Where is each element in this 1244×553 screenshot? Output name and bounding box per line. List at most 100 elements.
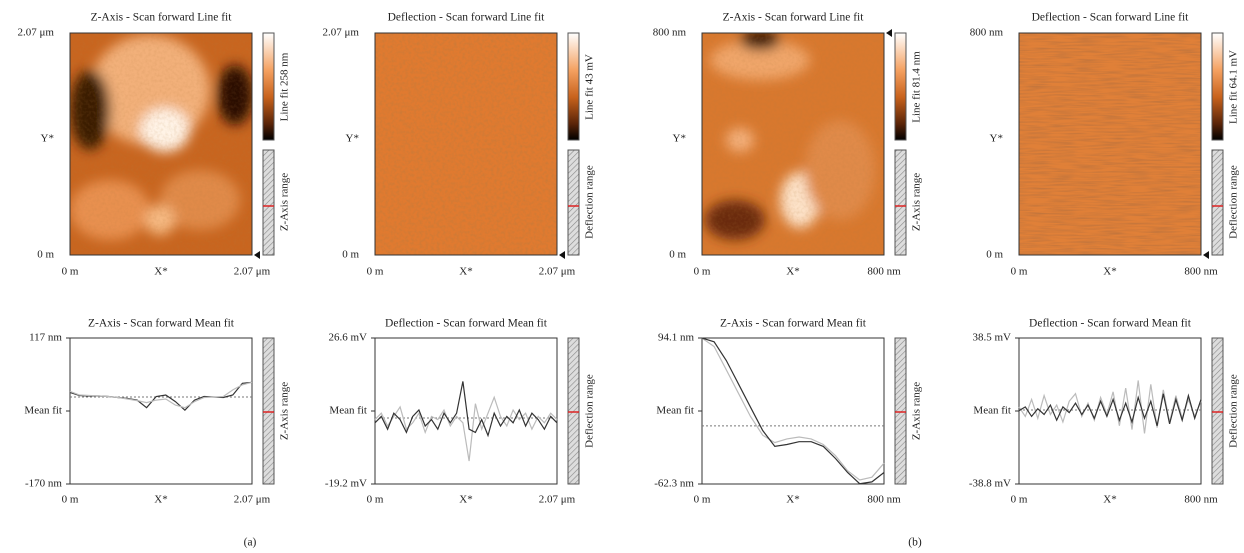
plot-title: Deflection - Scan forward Mean fit	[385, 318, 548, 330]
plot-title: Z-Axis - Scan forward Mean fit	[88, 318, 235, 330]
range-bar	[567, 149, 580, 256]
profile-line	[69, 381, 253, 409]
x-label: 800 nm	[1184, 266, 1218, 278]
range-label: Z-Axis range	[911, 382, 923, 440]
plot-frame	[69, 337, 253, 485]
x-label: 0 m	[62, 266, 79, 278]
y-label: 800 nm	[970, 27, 1004, 39]
texture	[1019, 33, 1201, 255]
afm-image	[70, 33, 252, 255]
scan-marker	[1203, 251, 1209, 259]
y-label: Y*	[346, 133, 359, 145]
panel-caption: (b)	[908, 537, 922, 549]
x-label: 0 m	[694, 266, 711, 278]
y-tick-label: Mean fit	[656, 405, 694, 417]
y-label: 0 m	[669, 249, 686, 261]
x-label: X*	[786, 494, 799, 506]
colorbar-label: Line fit 64.1 mV	[1228, 50, 1240, 124]
scan-marker	[559, 251, 565, 259]
texture	[702, 33, 884, 255]
colorbar-label: Line fit 43 mV	[584, 54, 596, 120]
y-tick-label: Mean fit	[24, 405, 62, 417]
plot-frame	[701, 337, 885, 485]
y-label: 0 m	[37, 249, 54, 261]
y-tick-label: 38.5 mV	[973, 332, 1012, 344]
x-label: X*	[459, 266, 472, 278]
plot-title: Z-Axis - Scan forward Mean fit	[720, 318, 867, 330]
panel-title: Z-Axis - Scan forward Line fit	[723, 12, 865, 24]
y-tick-label: Mean fit	[973, 405, 1011, 417]
image-frame	[69, 32, 253, 256]
range-label: Z-Axis range	[911, 173, 923, 231]
y-label: 800 nm	[653, 27, 687, 39]
colorbar	[894, 32, 907, 141]
profile-line	[1018, 393, 1202, 426]
afm-image	[375, 33, 557, 255]
x-label: 0 m	[694, 494, 711, 506]
texture	[70, 33, 252, 255]
y-label: 2.07 μm	[18, 27, 55, 39]
x-label: X*	[154, 266, 167, 278]
y-tick-label: 26.6 mV	[329, 332, 368, 344]
y-label: 2.07 μm	[323, 27, 360, 39]
panel-title: Z-Axis - Scan forward Line fit	[91, 12, 233, 24]
range-bar	[1211, 337, 1224, 485]
x-label: 2.07 μm	[539, 266, 576, 278]
panel-caption: (a)	[244, 537, 257, 549]
x-label: 2.07 μm	[234, 266, 271, 278]
scan-marker	[886, 29, 892, 37]
range-label: Z-Axis range	[279, 382, 291, 440]
profile-line	[374, 395, 558, 462]
x-label: 0 m	[367, 266, 384, 278]
x-label: 0 m	[367, 494, 384, 506]
y-label: Y*	[990, 133, 1003, 145]
colorbar-label: Line fit 258 nm	[279, 52, 291, 121]
y-tick-label: -170 nm	[25, 478, 62, 490]
panel-title: Deflection - Scan forward Line fit	[388, 12, 546, 24]
x-label: X*	[786, 266, 799, 278]
range-bar	[262, 149, 275, 256]
x-label: X*	[154, 494, 167, 506]
x-label: 0 m	[62, 494, 79, 506]
colorbar	[262, 32, 275, 141]
panel-title: Deflection - Scan forward Line fit	[1032, 12, 1190, 24]
afm-image	[1019, 33, 1201, 255]
range-label: Deflection range	[1228, 374, 1240, 448]
range-label: Deflection range	[584, 165, 596, 239]
range-bar	[1211, 149, 1224, 256]
colorbar	[567, 32, 580, 141]
image-frame	[701, 32, 885, 256]
plot-frame	[374, 337, 558, 485]
x-label: 800 nm	[867, 494, 901, 506]
texture	[375, 33, 557, 255]
range-label: Deflection range	[584, 374, 596, 448]
x-label: X*	[1103, 494, 1116, 506]
x-label: 800 nm	[867, 266, 901, 278]
y-tick-label: -62.3 nm	[654, 478, 694, 490]
y-tick-label: -19.2 mV	[325, 478, 367, 490]
colorbar	[1211, 32, 1224, 141]
colorbar-label: Line fit 81.4 nm	[911, 51, 923, 123]
x-label: 0 m	[1011, 266, 1028, 278]
y-tick-label: Mean fit	[329, 405, 367, 417]
y-label: Y*	[673, 133, 686, 145]
range-bar	[262, 337, 275, 485]
profile-line	[701, 337, 885, 481]
x-label: 800 nm	[1184, 494, 1218, 506]
range-bar	[894, 337, 907, 485]
y-tick-label: 94.1 nm	[658, 332, 695, 344]
x-label: X*	[459, 494, 472, 506]
x-label: X*	[1103, 266, 1116, 278]
y-label: Y*	[41, 133, 54, 145]
y-label: 0 m	[986, 249, 1003, 261]
x-label: 0 m	[1011, 494, 1028, 506]
range-bar	[567, 337, 580, 485]
image-frame	[374, 32, 558, 256]
range-bar	[894, 149, 907, 256]
plot-title: Deflection - Scan forward Mean fit	[1029, 318, 1192, 330]
profile-line	[701, 337, 885, 485]
y-tick-label: -38.8 mV	[969, 478, 1011, 490]
y-label: 0 m	[342, 249, 359, 261]
